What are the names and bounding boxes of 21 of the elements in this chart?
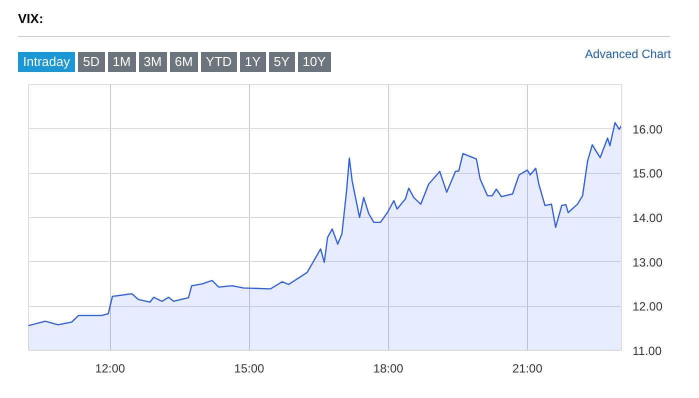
x-tick-label: 18:00 — [373, 362, 404, 376]
text: 1M — [108, 52, 136, 72]
y-tick-label: 15.00 — [632, 166, 663, 181]
text: YTD — [200, 52, 237, 72]
text: 1Y — [240, 52, 266, 72]
text: 5Y — [268, 52, 295, 72]
text: 10Y — [298, 52, 331, 72]
y-tick-label: 11.00 — [632, 344, 662, 358]
x-tick-label: 12:00 — [95, 362, 126, 376]
y-tick-label: 14.00 — [632, 211, 663, 225]
y-tick-label: 16.00 — [632, 122, 663, 136]
x-tick-label: 15:00 — [234, 362, 265, 376]
text: Advanced Chart — [584, 46, 671, 63]
y-tick-label: 12.00 — [632, 300, 663, 314]
text: 3M — [138, 52, 167, 72]
text: Intraday — [18, 52, 75, 72]
y-tick-label: 13.00 — [632, 255, 663, 270]
text: 6M — [170, 52, 198, 72]
text: 5D — [78, 52, 105, 72]
chart-title: VIX: — [18, 10, 44, 28]
x-tick-label: 21:00 — [512, 362, 543, 376]
